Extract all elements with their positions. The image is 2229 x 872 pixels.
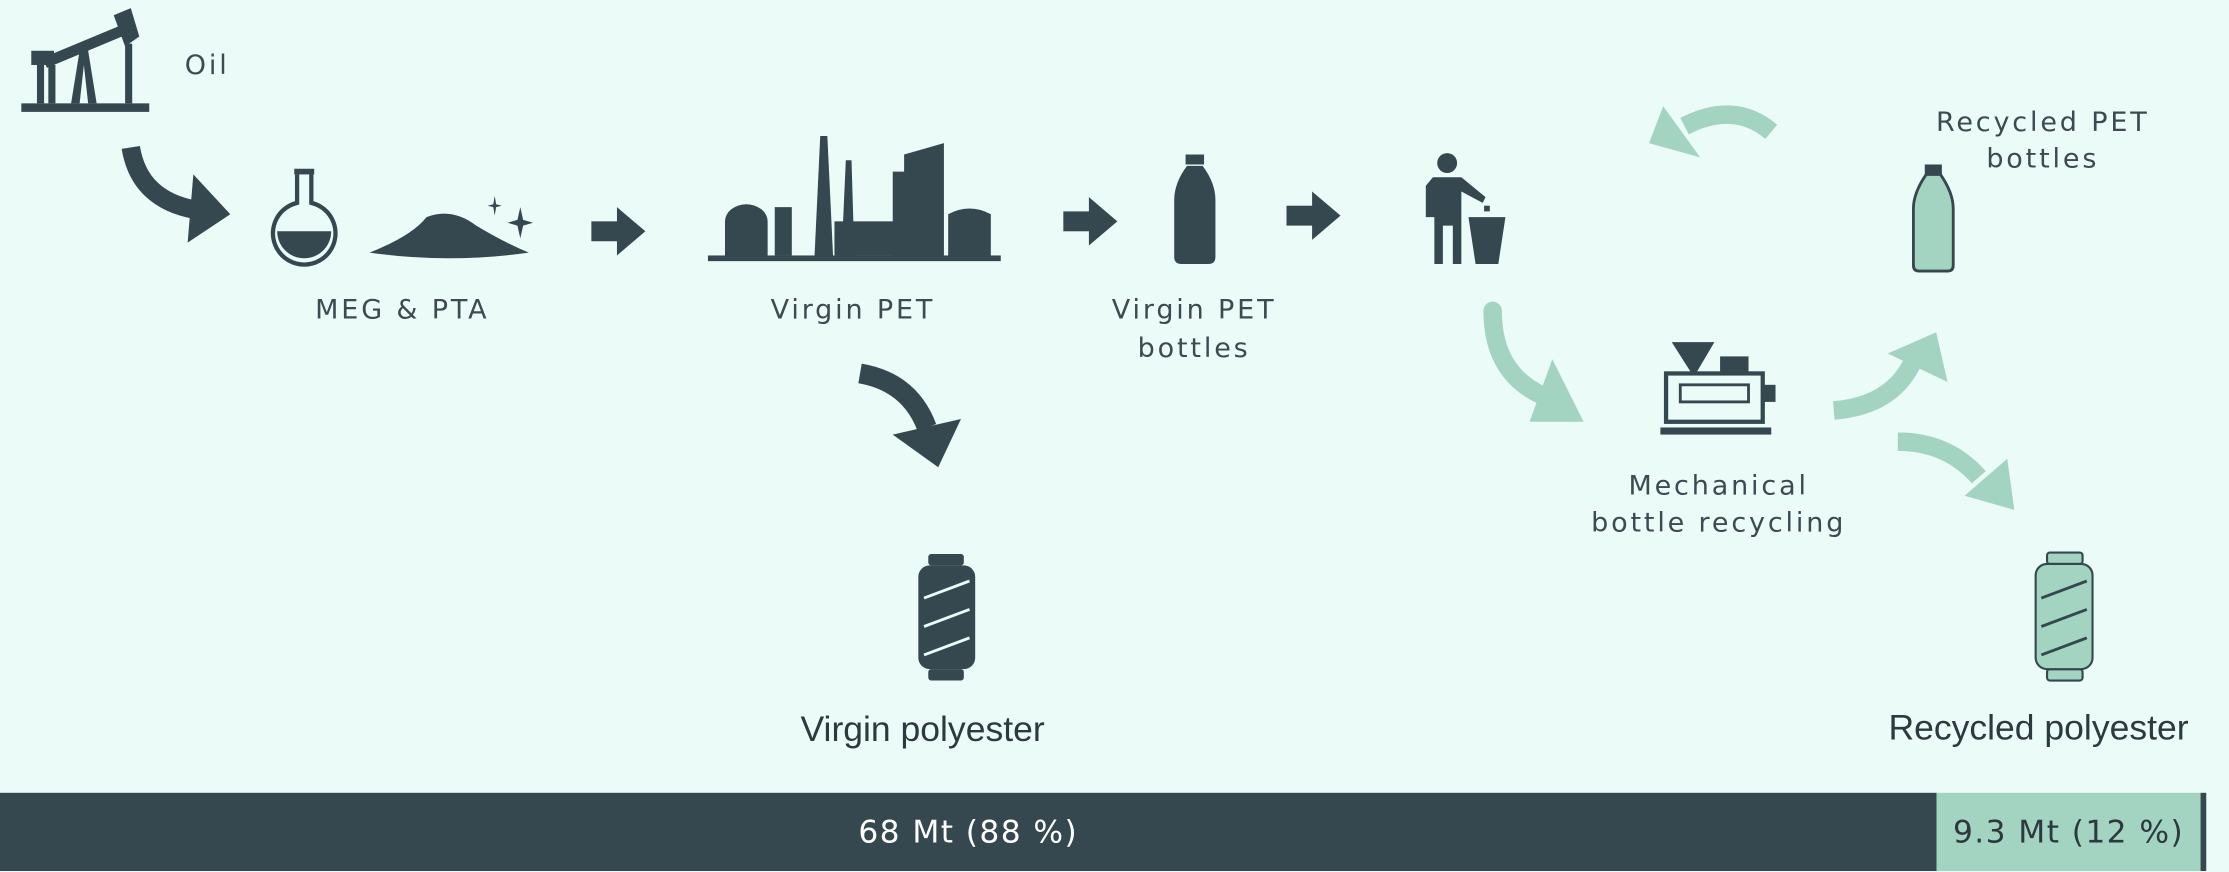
recycled-spool-icon <box>2036 553 2093 681</box>
bar-label: 68 Mt (88 %) <box>858 814 1078 850</box>
node-label: Oil <box>185 50 230 81</box>
node-label: bottle recycling <box>1591 508 1846 539</box>
diagram: Oil MEG & PTA Virgin PET Virgin PET bott… <box>0 0 2229 872</box>
product-label: Virgin polyester <box>801 709 1045 749</box>
node-label: bottles <box>1986 144 2099 175</box>
node-label: Recycled PET <box>1936 107 2150 138</box>
bar-end <box>2201 793 2207 871</box>
share-bar: 68 Mt (88 %) 9.3 Mt (12 %) <box>0 793 2201 871</box>
node-label: Virgin PET <box>771 294 936 325</box>
product-label: Recycled polyester <box>1888 708 2188 748</box>
node-label: Virgin PET <box>1112 294 1277 325</box>
node-label: Mechanical <box>1628 471 1808 502</box>
bar-label: 9.3 Mt (12 %) <box>1953 814 2184 850</box>
node-label: bottles <box>1138 333 1251 364</box>
virgin-spool-icon <box>918 554 975 681</box>
node-label: MEG & PTA <box>315 294 489 325</box>
